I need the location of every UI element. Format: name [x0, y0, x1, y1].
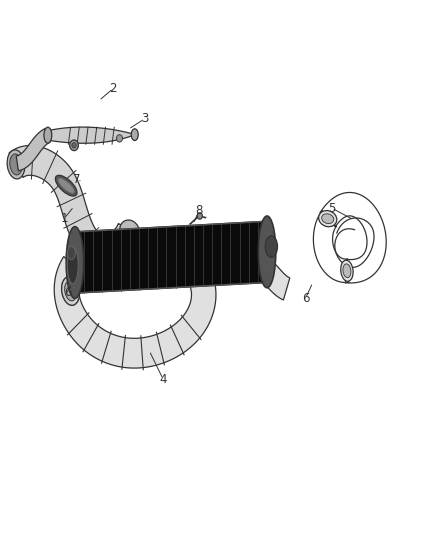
Ellipse shape [265, 236, 278, 257]
Ellipse shape [131, 129, 138, 141]
Ellipse shape [44, 127, 52, 143]
Polygon shape [54, 256, 216, 368]
Text: 8: 8 [196, 204, 203, 217]
Polygon shape [262, 263, 290, 300]
Circle shape [197, 213, 202, 219]
Ellipse shape [10, 154, 22, 175]
Circle shape [117, 135, 123, 142]
Ellipse shape [66, 227, 84, 298]
Ellipse shape [67, 246, 75, 260]
Text: 2: 2 [110, 82, 117, 95]
Ellipse shape [321, 214, 334, 223]
Polygon shape [75, 221, 267, 293]
Text: 5: 5 [328, 201, 336, 214]
Ellipse shape [62, 277, 80, 305]
Text: 6: 6 [302, 292, 309, 305]
Polygon shape [49, 127, 134, 143]
Ellipse shape [55, 175, 77, 196]
Circle shape [72, 143, 76, 148]
Ellipse shape [7, 150, 25, 179]
Text: 4: 4 [159, 373, 167, 386]
Text: 7: 7 [73, 173, 81, 187]
Ellipse shape [65, 281, 77, 301]
Text: 1: 1 [60, 212, 68, 225]
Polygon shape [9, 146, 141, 265]
Text: 3: 3 [141, 112, 148, 125]
Ellipse shape [258, 216, 276, 288]
Ellipse shape [343, 264, 351, 278]
Circle shape [70, 140, 78, 151]
Ellipse shape [187, 262, 208, 284]
Ellipse shape [120, 220, 139, 241]
Text: 6: 6 [65, 286, 72, 298]
Ellipse shape [341, 260, 353, 281]
Ellipse shape [58, 178, 74, 193]
Ellipse shape [67, 247, 78, 284]
Polygon shape [16, 128, 50, 171]
Ellipse shape [318, 211, 337, 227]
